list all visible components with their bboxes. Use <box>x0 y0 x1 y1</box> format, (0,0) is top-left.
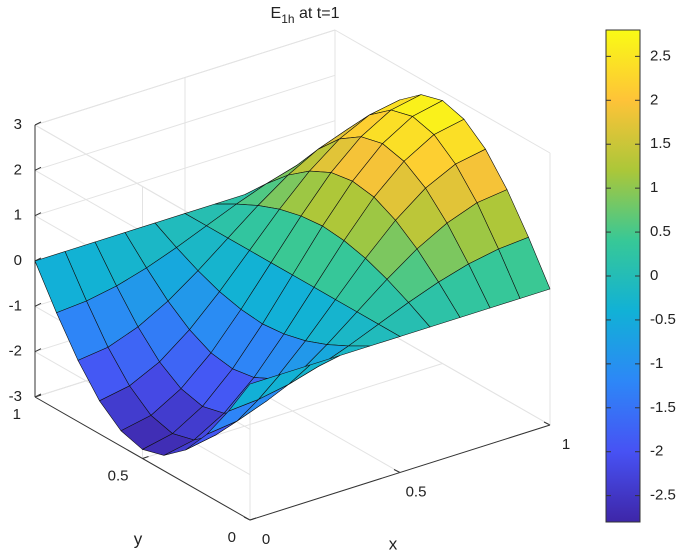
surface-cell <box>227 373 281 412</box>
x-tick-label: 0 <box>262 531 270 548</box>
z-tick-label: -3 <box>9 388 22 405</box>
y-tick-label: 0.5 <box>108 467 129 484</box>
y-axis-label: y <box>134 529 143 548</box>
colorbar-tick-label: -2 <box>650 443 663 460</box>
z-tick-label: 3 <box>14 116 22 133</box>
x-axis <box>249 424 551 521</box>
y-tick-label: 1 <box>13 406 21 423</box>
colorbar-tick-label: -0.5 <box>650 311 676 328</box>
colorbar-tick-label: 1.5 <box>650 135 671 152</box>
x-tick <box>393 469 401 473</box>
z-tick <box>34 212 42 217</box>
colorbar-tick-label: -2.5 <box>650 487 676 504</box>
z-tick <box>34 121 42 126</box>
x-tick-label: 0.5 <box>406 483 427 500</box>
y-tick <box>142 456 149 459</box>
z-tick <box>34 348 42 353</box>
colorbar-tick-label: 1 <box>650 179 658 196</box>
y-tick-label: 0 <box>228 529 236 546</box>
x-axis-label: x <box>389 534 398 553</box>
z-tick-label: 0 <box>14 252 22 269</box>
colorbar-tick-label: -1 <box>650 355 663 372</box>
z-tick-label: 1 <box>14 207 22 224</box>
z-tick-label: -1 <box>9 297 22 314</box>
x-tick-label: 1 <box>562 436 570 453</box>
title-main: E <box>271 5 282 22</box>
colorbar-tick-label: 2 <box>650 91 658 108</box>
colorbar <box>605 29 641 523</box>
y-tick <box>34 394 42 398</box>
title-rest: at t=1 <box>295 5 340 22</box>
colorbar-tick-label: 0 <box>650 267 658 284</box>
colorbar-tick-label: 0.5 <box>650 223 671 240</box>
title-sub: 1h <box>281 12 294 26</box>
z-tick-label: 2 <box>14 161 22 178</box>
z-tick-label: -2 <box>9 343 22 360</box>
x-tick <box>543 421 551 426</box>
y-axis <box>34 396 251 521</box>
colorbar-tick-label: 2.5 <box>650 47 671 64</box>
colorbar-tick-label: -1.5 <box>650 399 676 416</box>
chart-title: E1h at t=1 <box>271 5 340 26</box>
z-tick <box>34 302 42 307</box>
z-tick <box>34 166 42 171</box>
box-edge <box>334 29 551 154</box>
